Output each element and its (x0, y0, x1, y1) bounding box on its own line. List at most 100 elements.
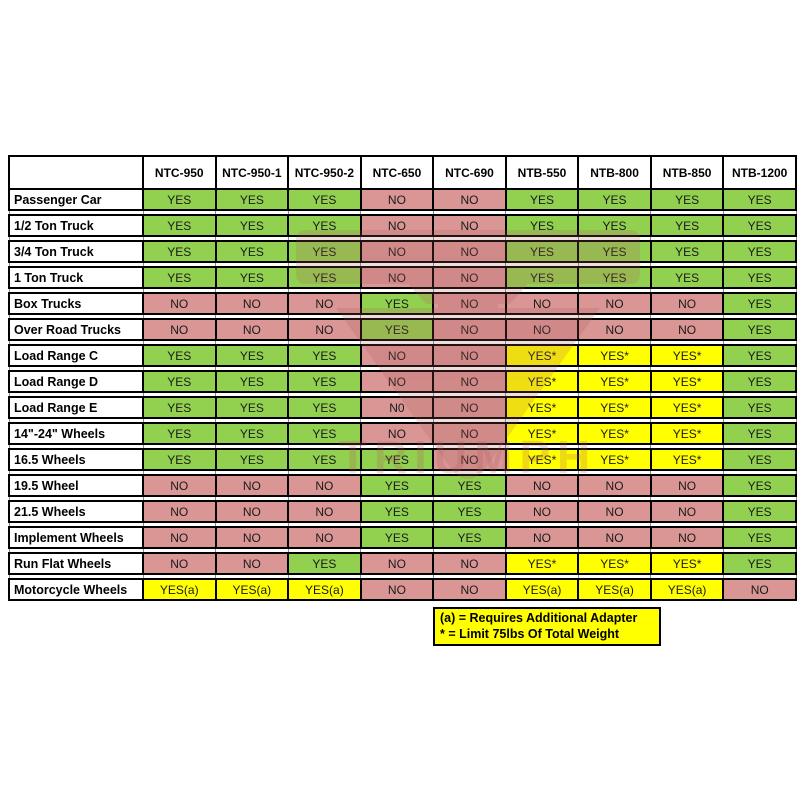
spacer-cell (8, 340, 144, 345)
matrix-cell: YES (649, 214, 725, 237)
matrix-cell: YES (287, 370, 362, 393)
matrix-cell: NO (504, 526, 580, 549)
spacer-cell (8, 392, 144, 397)
matrix-cell: YES (287, 188, 362, 211)
spacer-cell (722, 366, 797, 371)
row-label: 19.5 Wheel (8, 474, 144, 497)
row-label: 16.5 Wheels (8, 448, 144, 471)
matrix-cell: NO (142, 318, 217, 341)
matrix-cell: YES (142, 240, 217, 263)
row-spacer (8, 574, 797, 579)
matrix-cell: NO (504, 500, 580, 523)
matrix-cell: YES (142, 422, 217, 445)
matrix-cell: NO (287, 526, 362, 549)
matrix-cell: NO (577, 292, 652, 315)
row-label: Load Range D (8, 370, 144, 393)
matrix-cell: YES* (504, 552, 580, 575)
matrix-cell: YES (722, 188, 797, 211)
matrix-cell: NO (287, 500, 362, 523)
matrix-cell: YES* (504, 370, 580, 393)
matrix-cell: YES* (649, 422, 725, 445)
footnote-adapter: (a) = Requires Additional Adapter (440, 611, 638, 625)
matrix-cell: YES (287, 344, 362, 367)
matrix-cell: YES* (649, 448, 725, 471)
matrix-cell: YES (287, 266, 362, 289)
matrix-cell: YES (287, 448, 362, 471)
matrix-cell: YES (287, 422, 362, 445)
spacer-cell (8, 366, 144, 371)
row-label: 21.5 Wheels (8, 500, 144, 523)
matrix-cell: NO (432, 188, 507, 211)
footnote-box: (a) = Requires Additional Adapter * = Li… (433, 607, 661, 646)
matrix-cell: YES* (504, 344, 580, 367)
matrix-cell: YES(a) (214, 578, 290, 601)
matrix-cell: YES (287, 396, 362, 419)
spacer-cell (722, 340, 797, 345)
matrix-cell: NO (577, 500, 652, 523)
matrix-cell: YES (214, 188, 290, 211)
spacer-cell (722, 418, 797, 423)
matrix-cell: NO (432, 370, 507, 393)
matrix-cell: YES (722, 318, 797, 341)
matrix-cell: YES (722, 474, 797, 497)
matrix-cell: YES* (504, 422, 580, 445)
matrix-cell: YES(a) (577, 578, 652, 601)
matrix-cell: NO (359, 578, 435, 601)
matrix-cell: YES* (649, 396, 725, 419)
matrix-cell: YES (142, 370, 217, 393)
row-label: Load Range C (8, 344, 144, 367)
row-label: Over Road Trucks (8, 318, 144, 341)
matrix-cell: YES (722, 214, 797, 237)
matrix-cell: NO (432, 422, 507, 445)
column-header-ntb-550: NTB-550 (504, 155, 580, 190)
table-row: 19.5 Wheel NO NO NO YES YES NO NO NO YES (8, 474, 797, 497)
matrix-cell: NO (214, 552, 290, 575)
matrix-cell: NO (432, 240, 507, 263)
matrix-cell: YES (359, 318, 435, 341)
column-header-ntb-850: NTB-850 (649, 155, 725, 190)
table-row: 14"-24" Wheels YES YES YES NO NO YES* YES* YES* Y… (8, 422, 797, 445)
matrix-cell: YES (214, 214, 290, 237)
matrix-cell: YES (722, 422, 797, 445)
matrix-cell: YES (359, 500, 435, 523)
row-spacer (8, 314, 797, 319)
column-header-ntc-950-1: NTC-950-1 (214, 155, 290, 190)
matrix-cell: YES (722, 448, 797, 471)
row-spacer (8, 236, 797, 241)
matrix-cell: YES (432, 526, 507, 549)
matrix-cell: YES* (577, 422, 652, 445)
matrix-cell: YES (142, 188, 217, 211)
table-row: 3/4 Ton Truck YES YES YES NO NO YES YES YES YES (8, 240, 797, 263)
matrix-cell: NO (432, 578, 507, 601)
matrix-cell: YES (359, 526, 435, 549)
matrix-cell: NO (432, 552, 507, 575)
row-spacer (8, 392, 797, 397)
matrix-cell: YES (504, 214, 580, 237)
matrix-cell: YES (722, 500, 797, 523)
row-label: Motorcycle Wheels (8, 578, 144, 601)
matrix-cell: NO (359, 552, 435, 575)
matrix-cell: YES (359, 292, 435, 315)
table-row: 21.5 Wheels NO NO NO YES YES NO NO NO YES (8, 500, 797, 523)
row-spacer (8, 210, 797, 215)
matrix-table: NTC-950 NTC-950-1 NTC-950-2 NTC-650 NTC-690 N… (8, 155, 797, 601)
matrix-cell: YES (577, 240, 652, 263)
matrix-cell: NO (142, 500, 217, 523)
table-row: Load Range C YES YES YES NO NO YES* YES* YES* YES (8, 344, 797, 367)
matrix-cell: YES (504, 266, 580, 289)
table-row: Motorcycle Wheels YES(a) YES(a) YES(a) NO NO Y… (8, 578, 797, 601)
matrix-cell: NO (432, 292, 507, 315)
matrix-cell: NO (142, 292, 217, 315)
spacer-cell (722, 522, 797, 527)
matrix-cell: NO (577, 474, 652, 497)
spacer-cell (722, 210, 797, 215)
matrix-cell: YES (214, 344, 290, 367)
spacer-cell (8, 574, 144, 579)
column-header-ntc-950: NTC-950 (142, 155, 217, 190)
matrix-cell: YES(a) (287, 578, 362, 601)
table-row: Load Range E YES YES YES N0 NO YES* YES* YES* YES (8, 396, 797, 419)
spacer-cell (722, 444, 797, 449)
matrix-cell: YES* (649, 370, 725, 393)
spacer-cell (8, 288, 144, 293)
table-row: Box Trucks NO NO NO YES NO NO NO NO YES (8, 292, 797, 315)
